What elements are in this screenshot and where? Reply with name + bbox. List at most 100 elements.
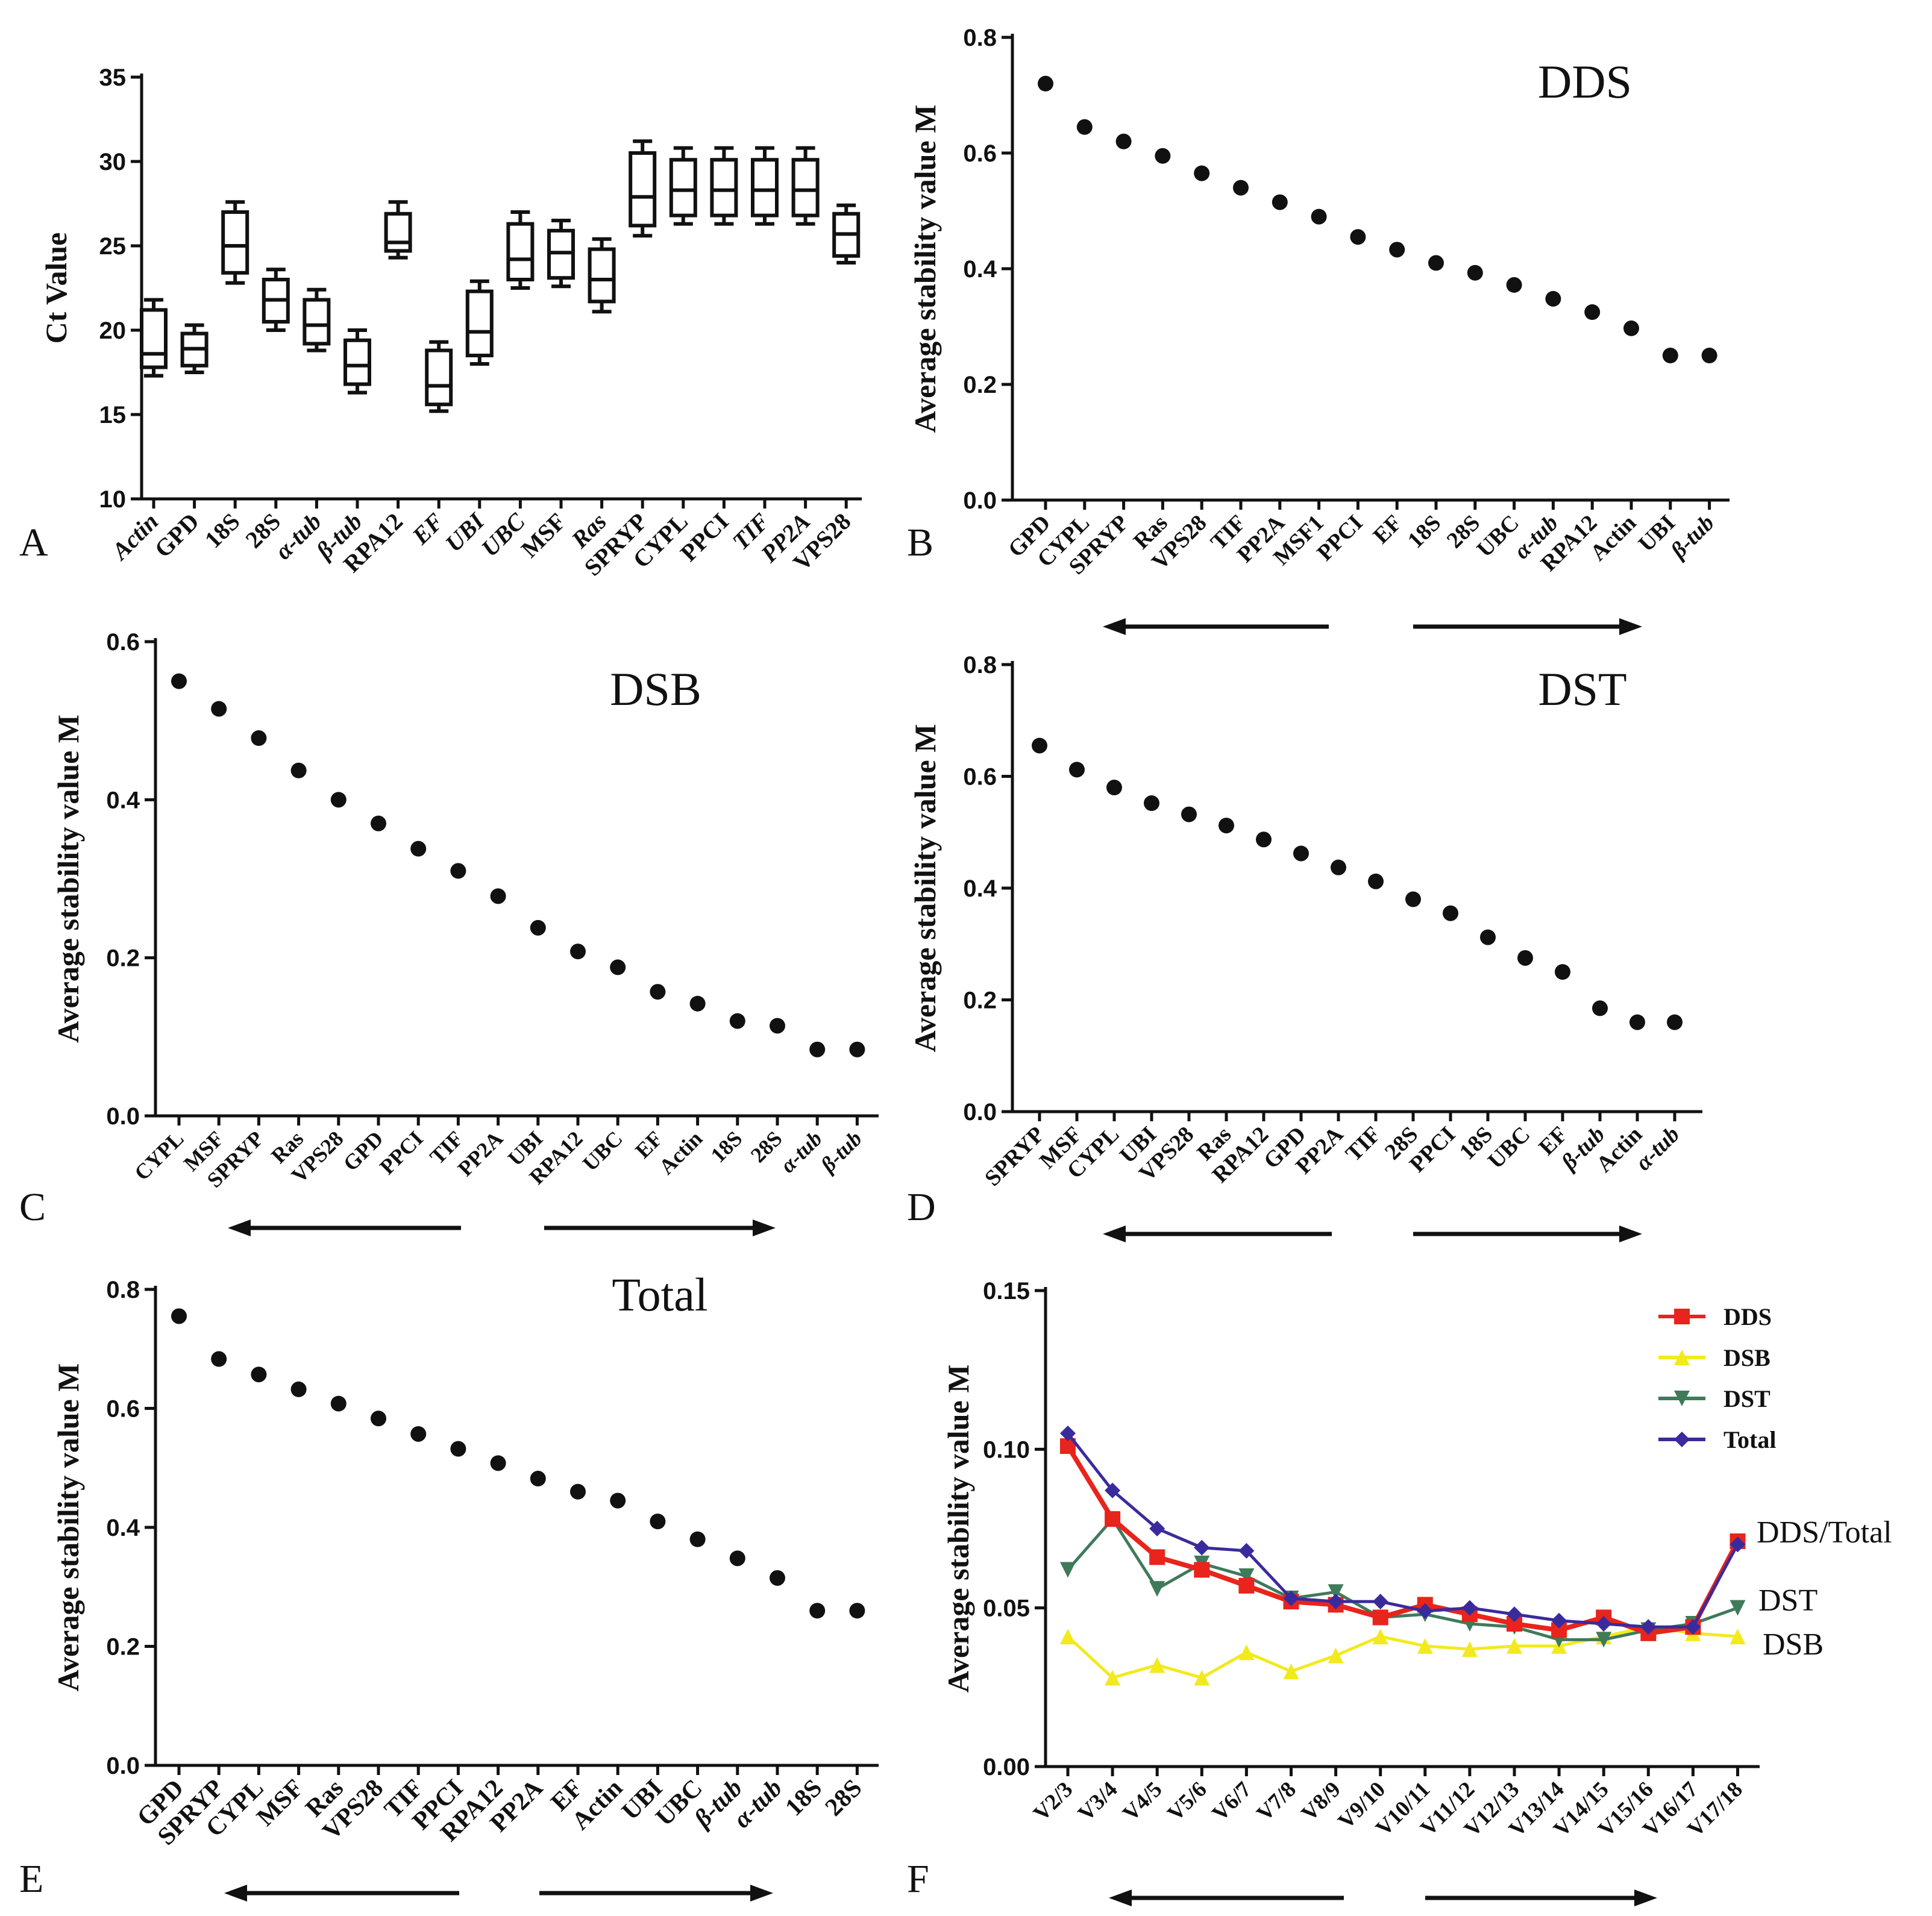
iqr-box [669, 158, 697, 218]
point-actin [1629, 1014, 1645, 1030]
box-tif [751, 146, 779, 226]
panel-letter-b: B [907, 521, 933, 565]
panel-letter-a: A [19, 521, 48, 565]
panel-letters: A B C D E F [19, 521, 936, 1901]
legend-label-dsb: DSB [1723, 1344, 1770, 1371]
y-tick-label: 0.6 [963, 764, 997, 791]
panel-title-dsb: DSB [610, 663, 701, 715]
point-msf [290, 1381, 307, 1397]
iqr-box [629, 151, 657, 228]
point-28s [1405, 891, 1421, 907]
left-arrow-icon [224, 1885, 247, 1902]
marker-dst-v2-3 [1060, 1562, 1076, 1578]
point-actin [1623, 320, 1639, 336]
point-ubc [1506, 277, 1522, 293]
y-axis-title: Average stability value M [908, 105, 942, 433]
marker-total-v8-9 [1328, 1594, 1344, 1610]
point-ubi [650, 1514, 666, 1530]
point-18s [809, 1603, 826, 1619]
series-dds [1060, 1438, 1746, 1641]
box-ubc [506, 210, 535, 290]
panel-title-dds: DDS [1538, 55, 1632, 108]
marker-dsb-v9-10 [1372, 1629, 1388, 1645]
x-tick-label-ef: EF [1369, 510, 1407, 549]
marker-dsb-v5-6 [1194, 1670, 1210, 1686]
x-tick-label-28s: 28S [820, 1774, 868, 1822]
panel-c-dsb-scatter: 0.0 0.2 0.4 0.6 Average stability value M CYP… [51, 629, 879, 1236]
end-label-dst: DST [1758, 1583, 1818, 1618]
marker-dsb-v7-8 [1283, 1664, 1299, 1679]
iqr-box [791, 158, 820, 218]
point-actin [689, 995, 706, 1012]
panel-e-total-scatter: 0.0 0.2 0.4 0.6 0.8 Average stability value M… [51, 1268, 879, 1902]
iqr-box [303, 298, 331, 346]
x-tick-label-18s: 18S [1403, 510, 1446, 554]
marker-total-v3-4 [1105, 1482, 1121, 1498]
point-gpd [1293, 845, 1309, 862]
point-gpd [171, 1308, 187, 1324]
point-ppci [410, 841, 427, 857]
marker-total-v10-11 [1417, 1603, 1433, 1619]
x-tick-label-ef: EF [406, 507, 448, 549]
box-msf [547, 219, 575, 289]
legend: DDS DSB DST Total [1658, 1303, 1776, 1453]
legend-label-total: Total [1723, 1426, 1776, 1453]
point-ppci [1350, 229, 1366, 245]
legend-marker-dds [1674, 1309, 1690, 1324]
box-gpd [180, 323, 209, 374]
right-arrow-icon [1619, 1226, 1642, 1242]
y-tick-label: 0.8 [963, 652, 997, 678]
marker-total-v7-8 [1283, 1590, 1299, 1606]
box-ras [588, 237, 616, 314]
y-tick-label: 30 [99, 149, 127, 175]
x-tick-label-tub: α-tub [1631, 1122, 1684, 1176]
y-axis-title: Average stability value M [941, 1365, 975, 1693]
legend-label-dds: DDS [1723, 1303, 1772, 1330]
y-tick-label: 0.8 [963, 25, 997, 51]
box-rpa12 [384, 200, 412, 260]
marker-dsb-v6-7 [1238, 1644, 1255, 1661]
point-cypl [251, 1367, 267, 1383]
marker-dsb-v2-3 [1060, 1629, 1076, 1645]
point-ef [1555, 964, 1570, 980]
x-tick-label-tub: α-tub [269, 508, 327, 565]
x-tick-label-tif: TIF [1341, 1122, 1386, 1167]
iqr-box [384, 211, 412, 253]
iqr-box [140, 308, 168, 369]
iqr-box [588, 247, 616, 304]
marker-dds-v6-7 [1238, 1577, 1255, 1594]
y-tick-label: 0.05 [983, 1595, 1030, 1622]
marker-total-v14-15 [1596, 1616, 1612, 1632]
point-tub [809, 1041, 826, 1057]
y-tick-label: 0.2 [106, 1634, 140, 1661]
right-arrow-icon [1619, 618, 1642, 635]
y-tick-label: 0.0 [963, 1099, 997, 1125]
x-tick-label-ubc: UBC [1472, 510, 1524, 562]
point-ppci [1443, 905, 1458, 921]
left-arrow-icon [1103, 618, 1126, 635]
y-tick-label: 0.0 [963, 487, 997, 514]
point-ef [650, 984, 666, 1000]
series-line-dsb [1067, 1625, 1738, 1680]
panel-f-line-chart: 0.00 0.05 0.10 0.15 Average stability value … [941, 1278, 1892, 1906]
iqr-box [221, 210, 249, 275]
point-ubi [1144, 795, 1159, 812]
iqr-box [343, 338, 371, 386]
point-tif [1233, 180, 1249, 196]
marker-dsb-v3-4 [1105, 1670, 1121, 1686]
marker-total-v4-5 [1149, 1521, 1165, 1536]
marker-total-v17-18 [1730, 1536, 1746, 1553]
marker-dds-v4-5 [1149, 1549, 1165, 1565]
left-arrow-icon [1109, 1889, 1132, 1906]
point-cypl [1106, 780, 1122, 796]
y-tick-label: 0.6 [106, 629, 140, 656]
y-tick-label: 0.6 [963, 140, 997, 167]
end-label-dds-total: DDS/Total [1757, 1515, 1892, 1550]
y-tick-label: 0.6 [106, 1396, 140, 1423]
marker-dsb-v4-5 [1149, 1657, 1165, 1673]
point-rpa12 [490, 1455, 506, 1471]
point-gpd [371, 815, 386, 831]
x-tick-label-18s: 18S [706, 1126, 747, 1167]
legend-label-dst: DST [1723, 1385, 1770, 1412]
